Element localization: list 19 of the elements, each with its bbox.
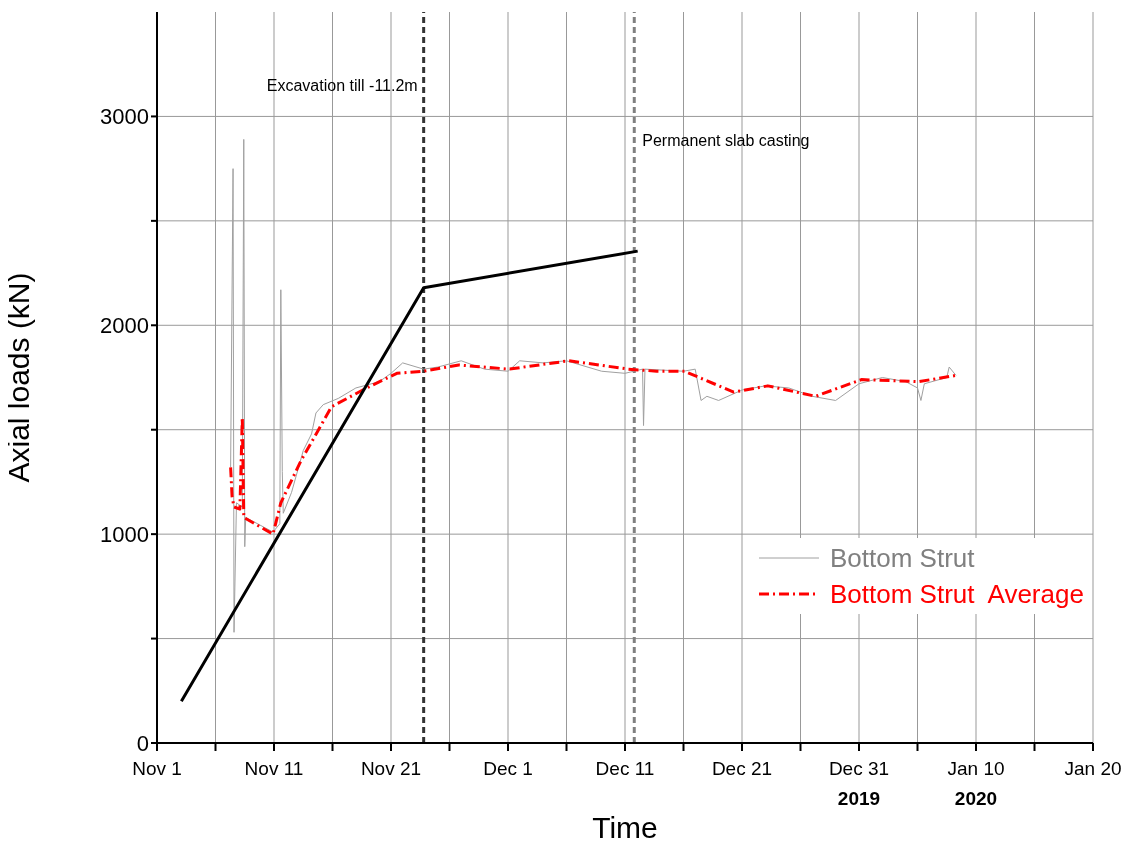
x-tick-label: Nov 11 (244, 758, 304, 779)
x-axis-title: Time (592, 811, 658, 844)
ref-line-label: Permanent slab casting (642, 132, 810, 150)
x-tick-label: Dec 31 2019 (828, 758, 890, 809)
legend-label: Bottom Strut Average (830, 578, 1084, 610)
y-tick-label: 1000 (100, 521, 149, 547)
x-tick-label: Dec 1 (483, 758, 533, 779)
line-series (229, 359, 958, 536)
x-tick-label: Nov 21 (360, 758, 422, 779)
y-tick-label: 3000 (100, 104, 149, 130)
x-tick-label: Dec 11 (595, 758, 655, 779)
x-tick-label: Jan 20 (1064, 758, 1122, 779)
x-tick-label: Dec 21 (711, 758, 773, 779)
y-tick-label: 0 (136, 730, 149, 756)
legend-label: Bottom Strut (830, 542, 975, 574)
x-tick-label: Jan 10 2020 (947, 758, 1005, 809)
y-tick-label: 2000 (100, 313, 149, 339)
x-tick-label: Nov 1 (132, 758, 182, 779)
ref-line-label: Excavation till -11.2m (266, 77, 418, 95)
